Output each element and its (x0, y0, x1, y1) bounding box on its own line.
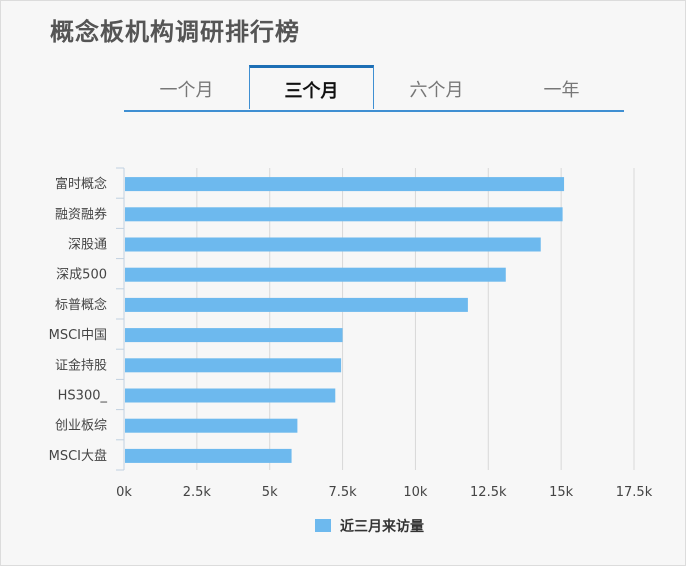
legend-swatch (315, 519, 331, 532)
bar (125, 207, 563, 222)
x-tick-label: 12.5k (470, 485, 507, 500)
category-label: 证金持股 (55, 357, 107, 373)
bar (125, 328, 343, 343)
bar (125, 177, 565, 192)
bar (125, 418, 298, 433)
category-label: MSCI中国 (49, 328, 107, 343)
bar (125, 388, 336, 403)
x-tick-label: 10k (403, 485, 428, 500)
bar (125, 448, 292, 463)
period-tabs: 一个月 三个月 六个月 一年 (124, 65, 624, 112)
category-label: MSCI大盘 (49, 448, 107, 464)
tab-one-month[interactable]: 一个月 (159, 80, 214, 101)
tab-one-year[interactable]: 一年 (543, 80, 580, 101)
x-tick-label: 17.5k (616, 485, 653, 500)
bar (125, 297, 468, 312)
category-label: 深股通 (68, 238, 107, 253)
x-tick-label: 2.5k (183, 485, 212, 500)
category-label: HS300_ (58, 389, 108, 404)
x-tick-label: 7.5k (328, 485, 357, 500)
category-label: 融资融券 (55, 206, 107, 222)
bar (125, 267, 506, 282)
bar (125, 237, 541, 252)
tab-three-months[interactable]: 三个月 (249, 65, 374, 109)
legend[interactable]: 近三月来访量 (315, 518, 424, 535)
category-label: 富时概念 (55, 176, 107, 192)
category-label: 创业板综 (55, 419, 107, 434)
page-title: 概念板机构调研排行榜 (50, 18, 300, 46)
bar (125, 358, 342, 373)
x-tick-label: 0k (116, 485, 132, 500)
x-tick-label: 15k (549, 485, 574, 500)
category-label: 标普概念 (55, 297, 107, 313)
category-label: 深成500 (56, 268, 107, 283)
tab-six-months[interactable]: 六个月 (409, 80, 464, 101)
legend-label: 近三月来访量 (340, 518, 424, 535)
x-tick-label: 5k (262, 485, 278, 500)
